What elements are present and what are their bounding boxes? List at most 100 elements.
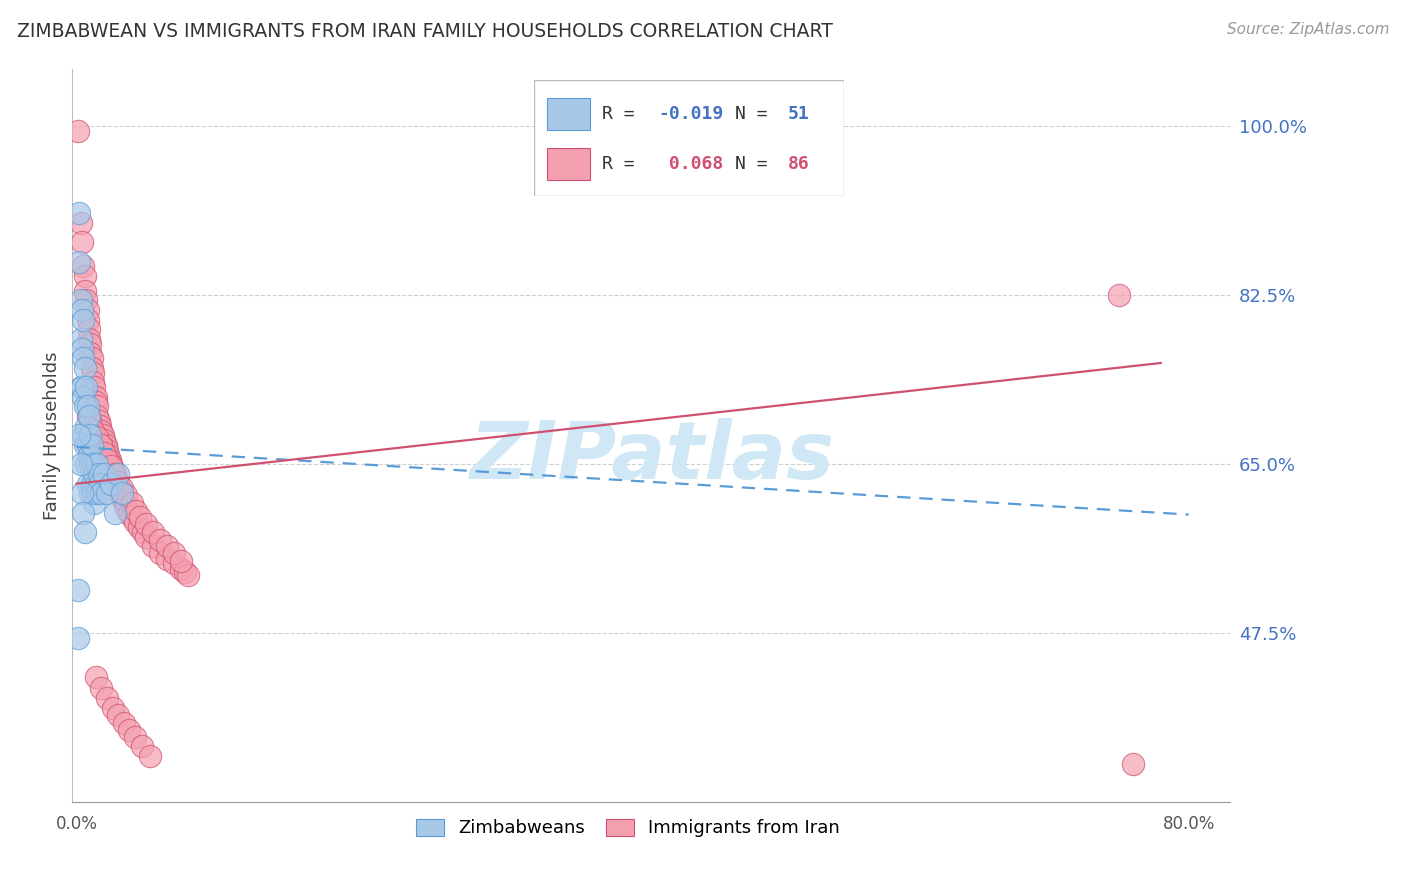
- Point: [107, 708, 129, 723]
- Point: [93, 434, 115, 448]
- Text: ZIPatlas: ZIPatlas: [468, 418, 834, 497]
- Point: [75, 458, 97, 472]
- Point: [66, 124, 89, 138]
- Point: [86, 400, 108, 414]
- Point: [72, 428, 94, 442]
- Point: [77, 409, 100, 423]
- Point: [77, 332, 100, 346]
- Text: 51: 51: [787, 105, 810, 123]
- FancyBboxPatch shape: [547, 147, 591, 180]
- Point: [118, 723, 141, 737]
- Point: [69, 332, 91, 346]
- Point: [1108, 288, 1130, 302]
- Point: [125, 504, 148, 518]
- Point: [149, 546, 172, 560]
- Point: [83, 380, 105, 394]
- Point: [76, 476, 98, 491]
- Point: [83, 467, 105, 481]
- Point: [128, 520, 150, 534]
- Point: [90, 438, 112, 452]
- Point: [72, 506, 94, 520]
- Point: [86, 430, 108, 444]
- Point: [79, 346, 101, 360]
- Point: [135, 530, 157, 544]
- Point: [84, 476, 107, 491]
- Legend: Zimbabweans, Immigrants from Iran: Zimbabweans, Immigrants from Iran: [409, 812, 846, 845]
- Point: [100, 476, 122, 491]
- Point: [142, 524, 165, 539]
- Point: [69, 293, 91, 308]
- Point: [79, 458, 101, 472]
- Point: [82, 486, 104, 500]
- Point: [84, 670, 107, 684]
- Point: [69, 216, 91, 230]
- Text: 86: 86: [787, 155, 810, 173]
- Point: [83, 496, 105, 510]
- Point: [96, 691, 118, 706]
- Point: [89, 476, 111, 491]
- Point: [107, 475, 129, 489]
- Point: [73, 400, 96, 414]
- Point: [169, 561, 191, 575]
- Point: [149, 533, 172, 547]
- Point: [90, 681, 112, 696]
- Point: [76, 312, 98, 326]
- Point: [93, 467, 115, 481]
- Point: [124, 730, 146, 744]
- Point: [66, 582, 89, 597]
- Point: [98, 452, 121, 467]
- Point: [169, 554, 191, 568]
- Text: N =: N =: [735, 105, 779, 123]
- Point: [72, 260, 94, 274]
- Point: [139, 748, 162, 763]
- Text: ZIMBABWEAN VS IMMIGRANTS FROM IRAN FAMILY HOUSEHOLDS CORRELATION CHART: ZIMBABWEAN VS IMMIGRANTS FROM IRAN FAMIL…: [17, 22, 832, 41]
- Point: [76, 400, 98, 414]
- Point: [79, 486, 101, 500]
- Point: [104, 506, 127, 520]
- Point: [115, 500, 138, 515]
- Point: [100, 458, 122, 472]
- Point: [96, 486, 118, 500]
- Y-axis label: Family Households: Family Households: [44, 351, 60, 520]
- Point: [82, 366, 104, 380]
- Point: [73, 438, 96, 452]
- Point: [107, 482, 129, 496]
- Point: [70, 486, 93, 500]
- Point: [97, 448, 120, 462]
- Point: [79, 414, 101, 428]
- Point: [67, 254, 90, 268]
- Text: R =: R =: [602, 105, 645, 123]
- Point: [121, 496, 143, 510]
- Point: [73, 284, 96, 298]
- Point: [104, 472, 127, 486]
- Point: [82, 376, 104, 390]
- Text: Source: ZipAtlas.com: Source: ZipAtlas.com: [1226, 22, 1389, 37]
- Point: [101, 462, 124, 476]
- Point: [103, 467, 125, 481]
- Point: [70, 342, 93, 356]
- Point: [115, 488, 138, 502]
- FancyBboxPatch shape: [534, 80, 844, 196]
- Point: [101, 700, 124, 714]
- Point: [76, 302, 98, 317]
- Point: [131, 739, 153, 754]
- Point: [114, 496, 136, 510]
- Point: [111, 491, 134, 505]
- Point: [77, 448, 100, 462]
- Point: [96, 442, 118, 457]
- Point: [73, 524, 96, 539]
- Point: [173, 566, 195, 580]
- FancyBboxPatch shape: [547, 98, 591, 130]
- Point: [86, 458, 108, 472]
- Point: [1122, 756, 1144, 771]
- Point: [121, 510, 143, 524]
- Point: [86, 409, 108, 423]
- Point: [111, 482, 134, 496]
- Point: [142, 540, 165, 554]
- Point: [104, 467, 127, 481]
- Point: [111, 486, 134, 500]
- Point: [110, 486, 132, 500]
- Text: -0.019: -0.019: [658, 105, 723, 123]
- Point: [124, 516, 146, 530]
- Point: [84, 394, 107, 409]
